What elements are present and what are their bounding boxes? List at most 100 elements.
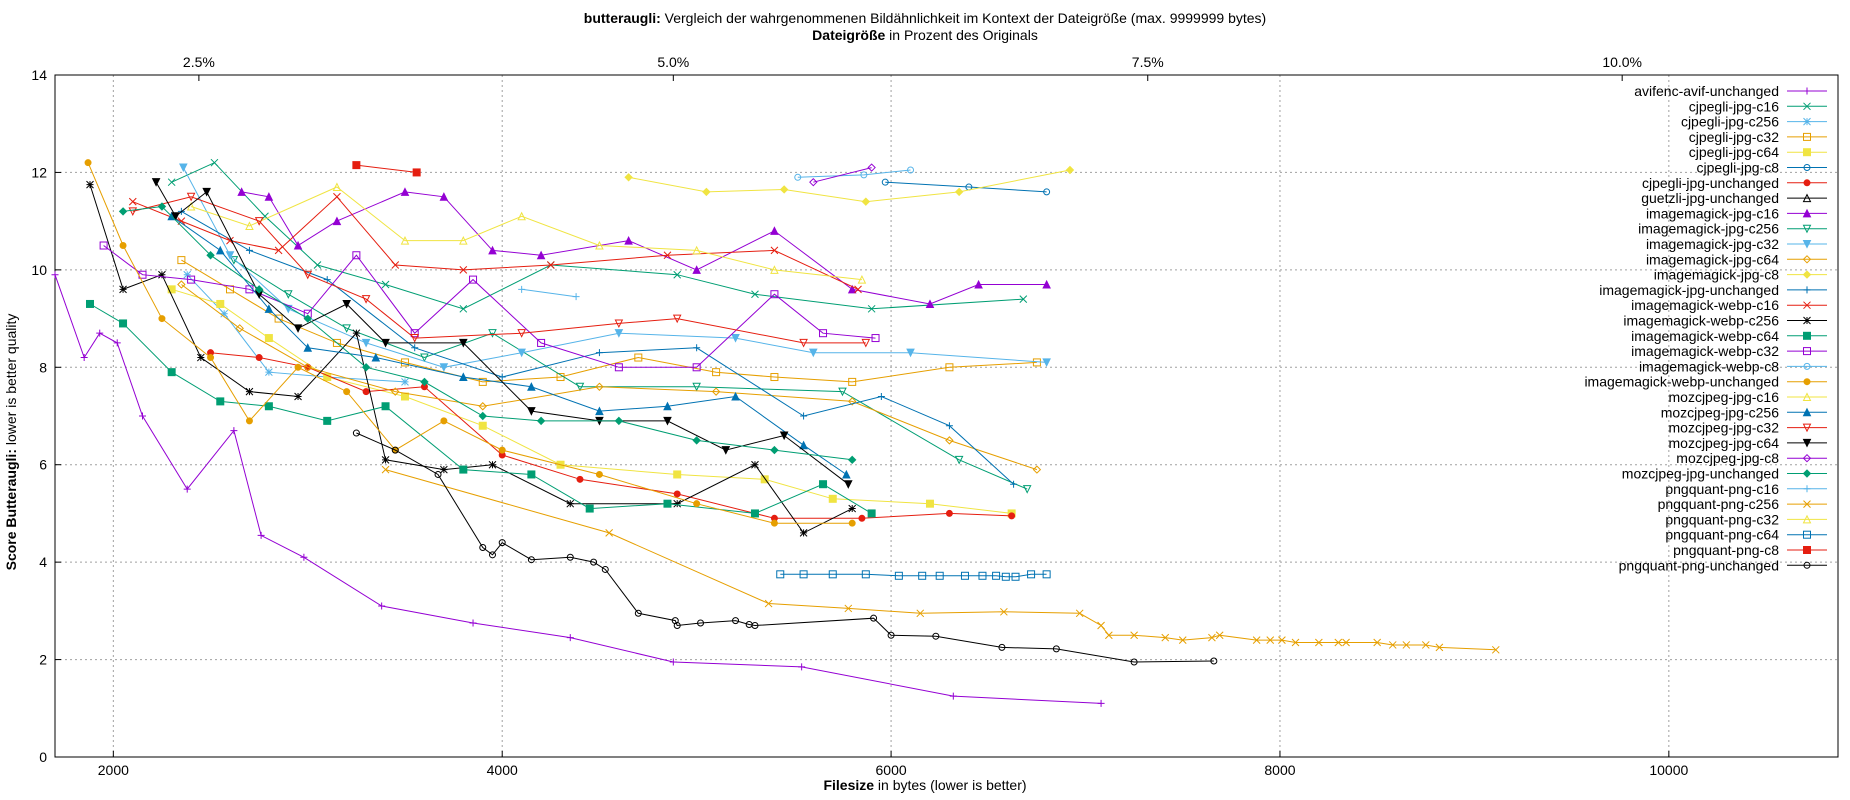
data-point <box>323 416 332 425</box>
data-point <box>99 241 108 250</box>
data-point <box>264 334 273 343</box>
series-cjpegli-jpg-c64 <box>167 285 1016 518</box>
data-point <box>469 275 478 284</box>
data-point <box>229 256 239 265</box>
series-line <box>103 245 876 368</box>
data-point <box>536 250 546 260</box>
data-point <box>527 470 536 479</box>
data-point <box>925 499 934 508</box>
data-point <box>692 363 701 372</box>
series-line <box>813 167 872 183</box>
data-point <box>459 338 468 348</box>
data-point <box>498 373 506 381</box>
legend-marker <box>1803 87 1811 95</box>
data-point <box>332 216 342 226</box>
series-line <box>171 288 1012 514</box>
series-line <box>54 274 1102 704</box>
legend-marker <box>1802 193 1812 203</box>
data-point <box>434 470 442 478</box>
y-tick-label: 0 <box>39 749 47 765</box>
legend-marker <box>1803 148 1811 157</box>
series-line <box>885 181 1047 193</box>
legend-label: avifenc-avif-unchanged <box>1634 83 1779 99</box>
legend-label: cjpegli-jpg-unchanged <box>1642 175 1779 191</box>
x-tick-label: 4000 <box>487 762 518 778</box>
series-lines <box>51 158 1500 707</box>
data-point <box>860 171 868 179</box>
data-point <box>546 261 555 269</box>
data-point <box>731 334 740 343</box>
data-point <box>118 207 128 216</box>
data-point <box>381 402 390 411</box>
legend-label: guetzli-jpg-unchanged <box>1641 190 1779 206</box>
series-imagemagick-webp-c16 <box>128 192 862 294</box>
data-point <box>342 299 351 309</box>
data-point <box>303 270 313 280</box>
series-line <box>132 196 866 344</box>
data-point <box>595 240 604 250</box>
data-point <box>488 460 497 469</box>
legend-marker <box>1803 179 1811 187</box>
legend-label: pngquant-png-c64 <box>1665 527 1779 543</box>
series-line <box>190 186 862 281</box>
legend-marker <box>1803 117 1811 126</box>
legend-label: imagemagick-jpg-c8 <box>1654 267 1779 283</box>
data-point <box>361 295 371 304</box>
legend-entry: cjpegli-jpg-c64 <box>1689 144 1827 160</box>
legend-label: pngquant-png-c8 <box>1673 542 1779 558</box>
legend-marker <box>1802 453 1812 463</box>
data-point <box>1178 636 1187 644</box>
data-point <box>469 619 477 627</box>
legend-entry: pngquant-png-c32 <box>1665 511 1827 527</box>
data-point <box>595 406 604 416</box>
data-point <box>300 553 308 561</box>
series-pngquant-png-c8 <box>352 161 421 177</box>
data-point <box>842 469 851 479</box>
legend-label: imagemagick-webp-c8 <box>1639 358 1779 374</box>
axes: 2000 4000 6000 8000 10000 0 2 4 6 8 10 12 14 2.5% 5.0%… <box>31 54 1839 778</box>
y-tick-label: 4 <box>39 554 47 570</box>
data-point <box>400 358 409 367</box>
data-point <box>770 265 779 274</box>
data-point <box>770 290 779 299</box>
data-point <box>809 177 818 187</box>
legend-marker <box>1803 485 1811 493</box>
data-point <box>857 274 867 284</box>
data-point <box>945 363 954 372</box>
data-point <box>459 266 468 274</box>
data-point <box>138 412 146 420</box>
data-point <box>799 338 808 348</box>
data-point <box>697 619 705 627</box>
data-point <box>906 348 915 358</box>
data-point <box>925 299 935 308</box>
data-point <box>1278 636 1286 644</box>
data-point <box>479 544 487 552</box>
series-mozcjpeg-jpg-c16 <box>186 182 867 284</box>
legend-label: imagemagick-webp-c16 <box>1631 297 1779 313</box>
data-point <box>1097 621 1105 630</box>
data-point <box>274 246 283 255</box>
data-point <box>916 609 925 618</box>
data-point <box>352 161 361 170</box>
data-point <box>216 299 225 308</box>
data-point <box>158 315 166 323</box>
data-point <box>235 324 244 333</box>
legend-label: mozcjpeg-jpg-c256 <box>1661 404 1779 420</box>
legend-label: imagemagick-jpg-c32 <box>1646 236 1779 252</box>
data-point <box>809 348 818 358</box>
data-point <box>614 363 623 372</box>
legend: avifenc-avif-unchangedcjpegli-jpg-c16cjp… <box>1584 83 1827 573</box>
legend-marker <box>1802 469 1812 478</box>
data-point <box>257 531 265 539</box>
data-point <box>750 509 759 518</box>
y-tick-label: 8 <box>39 359 47 375</box>
data-point <box>693 344 701 352</box>
data-point <box>847 284 857 294</box>
legend-entry: imagemagick-webp-c64 <box>1631 328 1827 344</box>
data-point <box>848 504 857 513</box>
data-point <box>361 363 371 372</box>
x2-tick-label: 5.0% <box>657 54 689 70</box>
data-point <box>1342 638 1350 647</box>
data-point <box>800 412 808 420</box>
data-point <box>264 192 274 201</box>
